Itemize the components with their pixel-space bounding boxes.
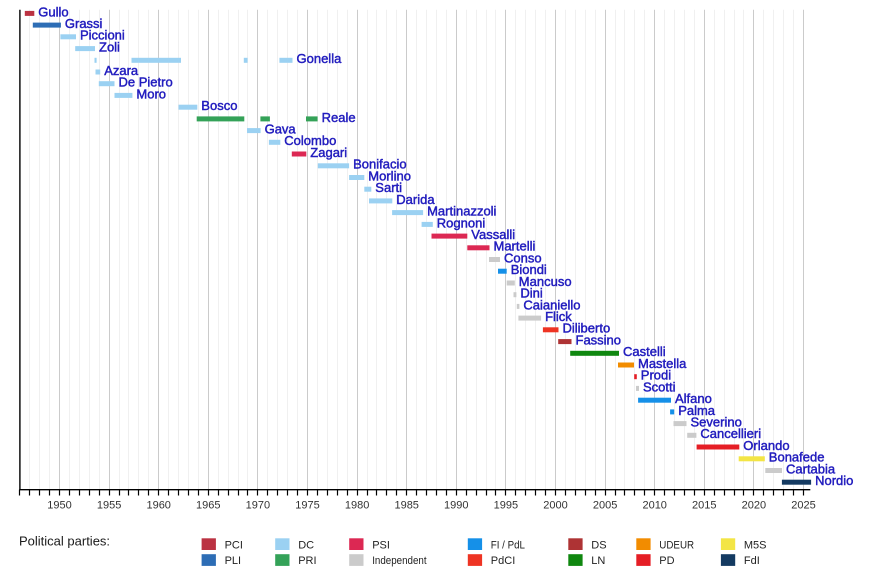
svg-text:LN: LN [591, 555, 605, 567]
svg-text:1970: 1970 [246, 500, 270, 512]
svg-text:2000: 2000 [543, 500, 567, 512]
svg-text:2015: 2015 [692, 500, 716, 512]
svg-text:Diliberto: Diliberto [563, 321, 611, 336]
svg-text:Zagari: Zagari [310, 145, 347, 160]
svg-text:PD: PD [659, 555, 674, 567]
svg-text:Morlino: Morlino [368, 168, 411, 183]
svg-text:Moro: Moro [136, 86, 166, 101]
svg-text:Piccioni: Piccioni [80, 28, 125, 43]
svg-text:2010: 2010 [642, 500, 666, 512]
svg-text:1960: 1960 [146, 500, 170, 512]
svg-text:1985: 1985 [394, 500, 418, 512]
svg-text:Mastella: Mastella [638, 356, 687, 371]
svg-text:Flick: Flick [545, 309, 572, 324]
svg-text:PRI: PRI [298, 555, 316, 567]
svg-text:Bosco: Bosco [201, 98, 237, 113]
svg-text:PCI: PCI [225, 539, 243, 551]
svg-text:Independent: Independent [372, 555, 426, 567]
svg-text:1995: 1995 [494, 500, 518, 512]
svg-text:PdCI: PdCI [491, 555, 515, 567]
svg-text:DS: DS [591, 539, 606, 551]
svg-text:Gava: Gava [265, 122, 297, 137]
svg-text:Caianiello: Caianiello [523, 297, 580, 312]
svg-text:Grassi: Grassi [65, 16, 103, 31]
svg-text:Mancuso: Mancuso [519, 274, 572, 289]
svg-text:Reale: Reale [322, 110, 356, 125]
svg-text:Conso: Conso [504, 250, 542, 265]
svg-text:1965: 1965 [196, 500, 220, 512]
svg-text:Bonifacio: Bonifacio [353, 157, 406, 172]
svg-text:Scotti: Scotti [643, 379, 676, 394]
svg-text:FI / PdL: FI / PdL [491, 539, 525, 551]
svg-text:Sarti: Sarti [375, 180, 402, 195]
svg-text:Rognoni: Rognoni [437, 215, 486, 230]
svg-text:Fassino: Fassino [576, 333, 622, 348]
svg-text:Palma: Palma [678, 403, 716, 418]
svg-text:Vassalli: Vassalli [471, 227, 515, 242]
svg-text:M5S: M5S [744, 539, 767, 551]
svg-text:Cancellieri: Cancellieri [700, 426, 761, 441]
svg-text:2025: 2025 [791, 500, 815, 512]
svg-text:Orlando: Orlando [743, 438, 789, 453]
svg-text:2005: 2005 [593, 500, 617, 512]
svg-text:Darida: Darida [396, 192, 435, 207]
svg-text:PSI: PSI [372, 539, 390, 551]
svg-text:1975: 1975 [295, 500, 319, 512]
svg-text:FdI: FdI [744, 555, 760, 567]
svg-text:1980: 1980 [345, 500, 369, 512]
svg-text:1990: 1990 [444, 500, 468, 512]
svg-text:Nordio: Nordio [815, 473, 853, 488]
svg-text:PLI: PLI [225, 555, 242, 567]
svg-text:Gullo: Gullo [38, 4, 68, 19]
svg-text:Colombo: Colombo [284, 133, 336, 148]
svg-text:De Pietro: De Pietro [119, 75, 173, 90]
svg-text:Political parties:: Political parties: [19, 534, 110, 549]
svg-text:Zoli: Zoli [99, 40, 120, 55]
svg-text:DC: DC [298, 539, 314, 551]
svg-text:2020: 2020 [742, 500, 766, 512]
svg-text:Martinazzoli: Martinazzoli [427, 204, 496, 219]
svg-text:Martelli: Martelli [494, 239, 536, 254]
svg-text:Bonafede: Bonafede [769, 450, 825, 465]
svg-text:Gonella: Gonella [297, 51, 343, 66]
svg-text:Prodi: Prodi [641, 368, 671, 383]
svg-text:Castelli: Castelli [623, 344, 666, 359]
svg-text:Biondi: Biondi [511, 262, 547, 277]
svg-text:Cartabia: Cartabia [786, 461, 836, 476]
svg-text:1950: 1950 [47, 500, 71, 512]
svg-text:Azara: Azara [104, 63, 139, 78]
svg-text:Alfano: Alfano [675, 391, 712, 406]
svg-text:UDEUR: UDEUR [659, 539, 694, 551]
svg-text:1955: 1955 [97, 500, 121, 512]
svg-text:Severino: Severino [691, 415, 742, 430]
svg-text:Dini: Dini [520, 286, 543, 301]
